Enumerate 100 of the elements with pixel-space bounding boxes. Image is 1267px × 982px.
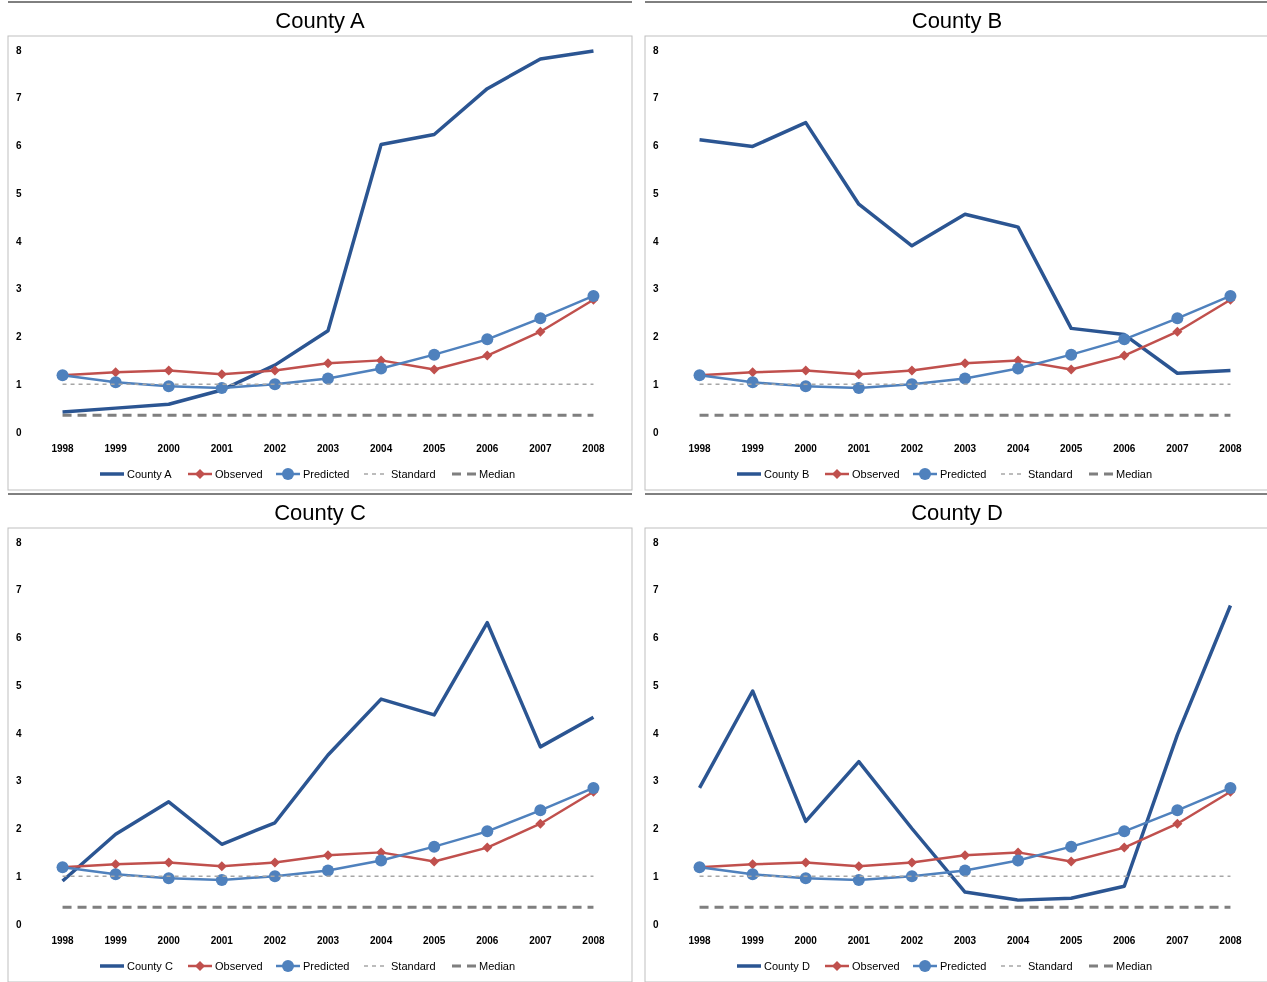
line-series — [697, 120, 1233, 376]
chart-title: County A — [275, 8, 365, 33]
y-tick-label: 2 — [16, 331, 22, 342]
line-series — [60, 49, 596, 414]
point — [960, 358, 970, 369]
y-tick-label: 1 — [16, 870, 22, 882]
point — [1172, 818, 1183, 829]
point — [1224, 289, 1237, 302]
y-tick-label: 5 — [16, 679, 22, 691]
x-tick-label: 2000 — [157, 443, 181, 454]
point — [481, 825, 494, 838]
point — [1066, 856, 1077, 867]
legend-label: County B — [764, 467, 810, 480]
legend-label: Median — [479, 467, 516, 480]
legend-label: County D — [764, 959, 810, 972]
point — [1172, 326, 1183, 337]
x-tick-label: 2008 — [582, 935, 606, 946]
y-tick-label: 8 — [16, 44, 22, 56]
legend-label: Median — [1116, 959, 1153, 972]
x-tick-label: 2008 — [1219, 935, 1243, 946]
y-tick-label: 6 — [653, 140, 659, 151]
x-tick-label: 2001 — [847, 443, 871, 454]
x-tick-label: 2004 — [369, 443, 393, 454]
x-tick-label: 1998 — [688, 935, 712, 946]
point — [322, 864, 334, 877]
point — [1224, 781, 1237, 794]
point — [1012, 362, 1025, 375]
x-tick-label: 1999 — [741, 935, 765, 946]
y-tick-label: 7 — [653, 92, 659, 104]
point — [268, 870, 281, 883]
legend-label: Standard — [1028, 959, 1073, 972]
point — [852, 382, 865, 395]
x-tick-label: 2000 — [794, 443, 818, 454]
point — [163, 365, 174, 376]
y-tick-label: 0 — [653, 426, 659, 438]
x-tick-label: 2004 — [1006, 935, 1030, 946]
x-tick-label: 1998 — [688, 443, 712, 454]
point — [587, 289, 600, 302]
point — [215, 874, 228, 887]
x-tick-label: 1998 — [51, 443, 75, 454]
point — [215, 382, 228, 395]
x-tick-label: 2003 — [316, 443, 340, 454]
x-tick-label: 2002 — [900, 935, 924, 946]
x-tick-label: 2005 — [1060, 935, 1083, 946]
legend-label: Standard — [391, 959, 436, 972]
y-tick-label: 1 — [653, 870, 659, 882]
point — [800, 857, 811, 868]
point — [1065, 348, 1078, 361]
point — [1012, 854, 1025, 867]
point — [746, 868, 759, 881]
legend-label: County C — [127, 959, 173, 972]
point — [162, 872, 175, 885]
point — [375, 362, 388, 375]
point — [429, 856, 440, 867]
point — [1118, 825, 1131, 838]
y-tick-label: 2 — [16, 823, 22, 834]
x-tick-label: 1998 — [51, 935, 75, 946]
x-tick-label: 2003 — [953, 935, 977, 946]
x-tick-label: 2003 — [316, 935, 340, 946]
point — [1118, 333, 1131, 346]
legend-label: Predicted — [940, 467, 987, 480]
y-tick-label: 3 — [16, 775, 22, 787]
point — [323, 850, 333, 861]
y-tick-label: 1 — [16, 378, 22, 390]
point — [906, 857, 917, 868]
y-tick-label: 5 — [16, 187, 22, 199]
point — [482, 842, 493, 853]
point — [1065, 840, 1078, 853]
y-tick-label: 5 — [653, 187, 659, 199]
legend-label: Observed — [215, 959, 263, 972]
point — [906, 365, 917, 376]
legend-label: Observed — [852, 467, 900, 480]
x-tick-label: 2003 — [953, 443, 977, 454]
x-tick-label: 2007 — [529, 935, 552, 946]
point — [162, 380, 175, 393]
point — [1119, 842, 1130, 853]
point — [960, 850, 970, 861]
point — [110, 859, 121, 870]
y-tick-label: 3 — [16, 283, 22, 295]
point — [428, 840, 441, 853]
x-tick-label: 2004 — [1006, 443, 1030, 454]
point — [216, 861, 227, 872]
x-tick-label: 2001 — [847, 935, 871, 946]
y-tick-label: 8 — [653, 44, 659, 56]
y-tick-label: 0 — [16, 426, 22, 438]
point — [799, 380, 812, 393]
point — [905, 378, 918, 391]
y-tick-label: 3 — [653, 775, 659, 787]
x-tick-label: 2000 — [794, 935, 818, 946]
legend-label: Predicted — [303, 467, 350, 480]
x-tick-label: 2006 — [1113, 443, 1136, 454]
point — [747, 859, 758, 870]
legend-label: Median — [479, 959, 516, 972]
point — [852, 874, 865, 887]
x-tick-label: 2008 — [582, 443, 606, 454]
x-tick-label: 2007 — [1166, 443, 1189, 454]
point — [110, 367, 121, 378]
point — [481, 333, 494, 346]
y-tick-label: 4 — [16, 235, 22, 247]
point — [1171, 312, 1184, 325]
